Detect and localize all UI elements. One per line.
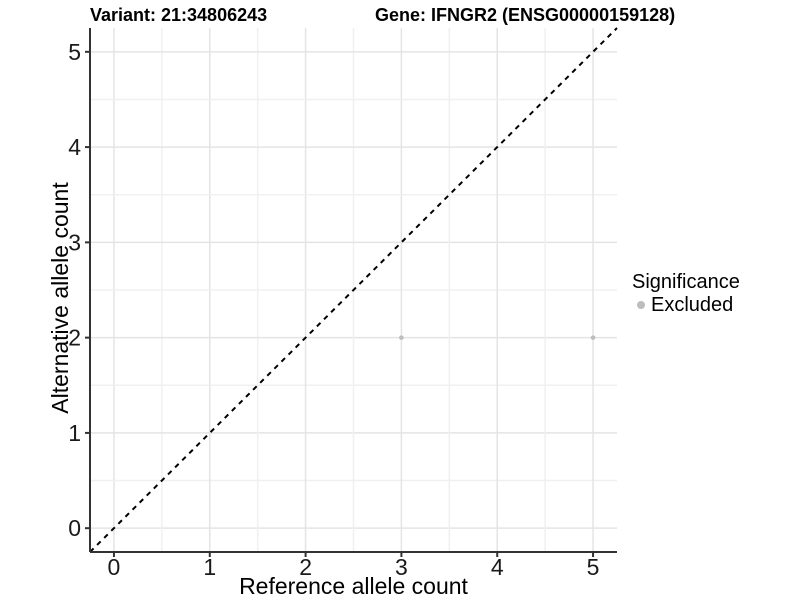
y-tick-label: 5 [68,39,81,65]
legend-item-excluded: Excluded [632,294,740,316]
y-tick-label: 1 [68,420,81,446]
x-tick-label: 2 [299,554,312,580]
variant-title: Variant: 21:34806243 [90,5,268,25]
identity-dashed-line [89,27,618,553]
data-point [399,335,404,340]
y-tick-label: 4 [68,134,81,160]
x-tick-label: 3 [395,554,408,580]
x-tick-label: 0 [108,554,121,580]
legend-key-dot-icon [637,301,645,309]
y-tick-label: 3 [68,229,81,255]
gene-title: Gene: IFNGR2 (ENSG00000159128) [375,5,676,25]
x-tick-label: 4 [491,554,504,580]
y-tick-label: 0 [68,515,81,541]
x-tick-label: 5 [587,554,600,580]
x-axis-title: Reference allele count [239,573,468,599]
legend-item-label: Excluded [651,294,734,316]
legend-title: Significance [632,271,740,293]
legend: Significance Excluded [632,271,740,316]
y-axis-title: Alternative allele count [47,182,73,414]
x-tick-label: 1 [203,554,216,580]
data-point [590,335,596,340]
y-tick-label: 2 [68,325,81,351]
